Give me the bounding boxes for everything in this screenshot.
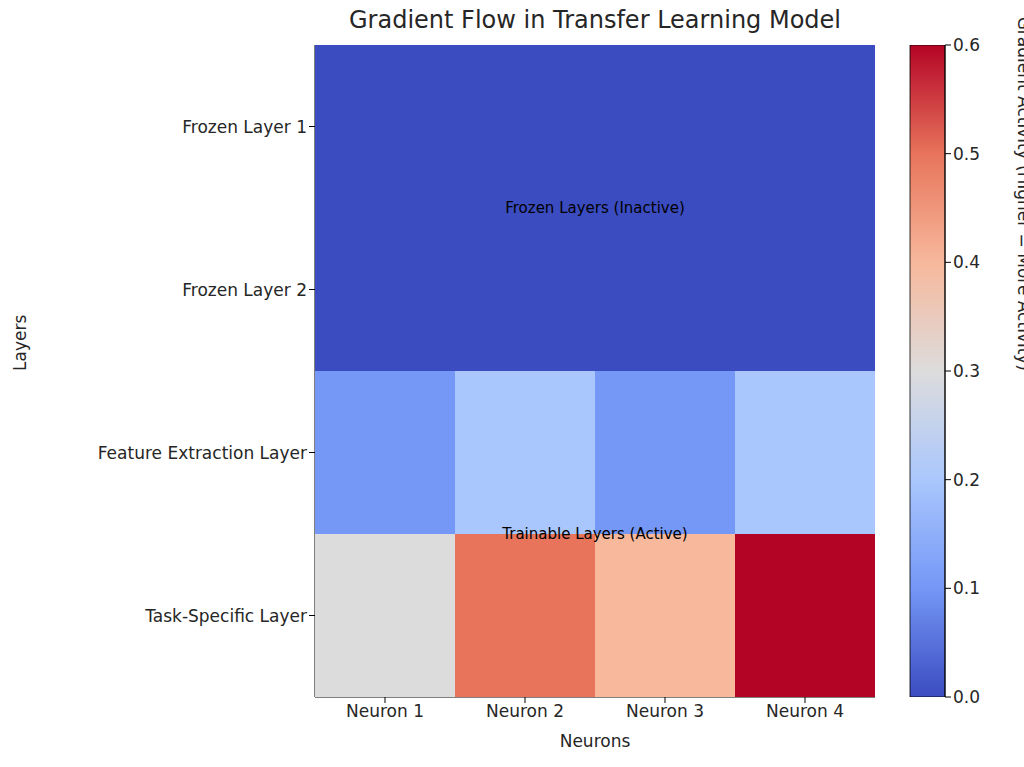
- html-text:Gradient Flow in Transfer Lear: Gradient Flow in Transfer Learning Model: [349, 6, 841, 34]
- svg-text:0.3: 0.3: [953, 361, 980, 381]
- svg-text:Neuron 4: Neuron 4: [766, 701, 844, 721]
- svg-text:Neurons: Neurons: [560, 731, 631, 751]
- svg-text:0.4: 0.4: [953, 252, 980, 272]
- svg-text:Frozen Layers (Inactive): Frozen Layers (Inactive): [505, 199, 685, 217]
- svg-text:Feature Extraction Layer: Feature Extraction Layer: [98, 443, 307, 463]
- svg-text:Layers: Layers: [10, 315, 30, 371]
- svg-text:Frozen Layer 1: Frozen Layer 1: [182, 117, 307, 137]
- svg-text:0.5: 0.5: [953, 144, 980, 164]
- svg-text:Neuron 2: Neuron 2: [486, 701, 564, 721]
- svg-text:Neuron 3: Neuron 3: [626, 701, 704, 721]
- svg-text:Neuron 1: Neuron 1: [346, 701, 424, 721]
- svg-text:0.2: 0.2: [953, 470, 980, 490]
- svg-text:0.1: 0.1: [953, 578, 980, 598]
- svg-text:Trainable Layers (Active): Trainable Layers (Active): [501, 525, 687, 543]
- svg-text:Frozen Layer 2: Frozen Layer 2: [182, 280, 307, 300]
- svg-text:Task-Specific Layer: Task-Specific Layer: [144, 606, 307, 626]
- svg-text:0.6: 0.6: [953, 35, 980, 55]
- svg-text:Gradient Activity (Higher = Mo: Gradient Activity (Higher = More Activit…: [1014, 17, 1016, 371]
- svg-text:0.0: 0.0: [953, 687, 980, 707]
